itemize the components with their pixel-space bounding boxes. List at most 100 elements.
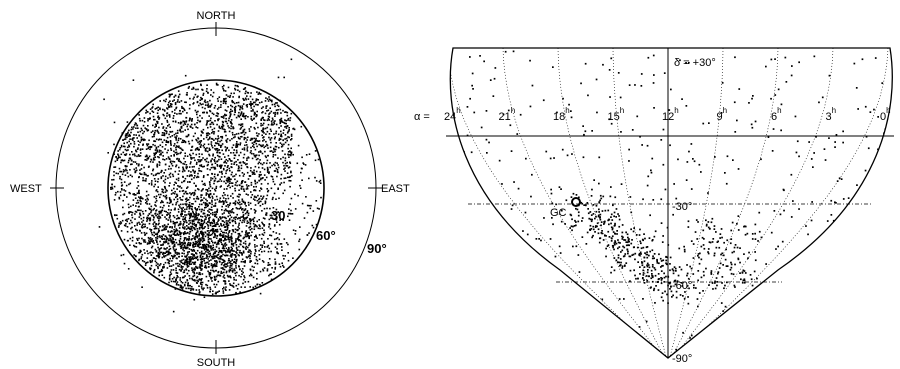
scatter-point	[124, 170, 126, 172]
scatter-point	[469, 97, 471, 100]
scatter-point	[183, 252, 185, 255]
scatter-point	[308, 232, 310, 234]
scatter-point	[690, 143, 693, 145]
scatter-point	[182, 107, 185, 109]
scatter-point	[246, 146, 249, 148]
scatter-point	[550, 188, 552, 191]
scatter-point	[250, 137, 253, 140]
scatter-point	[150, 240, 152, 242]
scatter-point	[812, 166, 814, 168]
scatter-point	[203, 221, 206, 224]
scatter-point	[196, 236, 199, 239]
scatter-point	[225, 251, 227, 254]
scatter-point	[273, 163, 275, 166]
scatter-point	[115, 214, 118, 216]
scatter-point	[162, 244, 164, 246]
scatter-point	[247, 214, 250, 216]
scatter-point	[246, 91, 249, 94]
scatter-point	[289, 185, 291, 188]
scatter-point	[133, 194, 136, 196]
scatter-point	[147, 214, 149, 217]
scatter-point	[184, 129, 186, 131]
scatter-point	[224, 242, 227, 244]
scatter-point	[223, 188, 226, 190]
scatter-point	[244, 88, 246, 90]
scatter-point	[172, 238, 174, 241]
scatter-point	[119, 175, 121, 178]
scatter-point	[234, 154, 237, 157]
scatter-point	[509, 124, 512, 127]
scatter-point	[203, 220, 206, 222]
scatter-point	[231, 254, 233, 257]
scatter-point	[190, 258, 193, 260]
scatter-point	[127, 218, 130, 220]
scatter-point	[211, 201, 213, 203]
scatter-point	[224, 114, 227, 117]
scatter-point	[635, 277, 637, 280]
scatter-point	[195, 276, 198, 279]
scatter-point	[301, 179, 303, 181]
scatter-point	[252, 108, 254, 111]
scatter-point	[268, 119, 270, 121]
scatter-point	[225, 270, 228, 273]
scatter-point	[243, 236, 245, 239]
scatter-point	[164, 187, 167, 190]
scatter-point	[241, 198, 244, 201]
scatter-point	[252, 198, 255, 200]
ra-grid-line	[674, 48, 889, 358]
scatter-point	[678, 247, 681, 250]
scatter-point	[162, 225, 164, 228]
scatter-point	[743, 281, 746, 284]
scatter-point	[286, 161, 288, 164]
scatter-point	[178, 204, 180, 207]
scatter-point	[175, 277, 178, 279]
scatter-point	[175, 145, 178, 147]
scatter-point	[229, 94, 232, 97]
scatter-point	[126, 134, 128, 137]
scatter-point	[838, 336, 840, 338]
scatter-point	[162, 267, 164, 269]
scatter-point	[256, 278, 258, 280]
scatter-point	[226, 177, 228, 180]
scatter-point	[199, 237, 201, 240]
scatter-point	[149, 237, 152, 239]
scatter-point	[157, 223, 160, 226]
scatter-point	[269, 166, 271, 169]
scatter-point	[216, 108, 219, 110]
scatter-point	[289, 162, 292, 164]
scatter-point	[196, 217, 199, 219]
scatter-point	[158, 230, 160, 232]
scatter-point	[245, 90, 247, 93]
scatter-point	[194, 217, 196, 219]
scatter-point	[175, 283, 178, 285]
scatter-point	[173, 150, 175, 153]
scatter-point	[714, 156, 716, 158]
scatter-point	[660, 198, 663, 201]
scatter-point	[651, 273, 653, 275]
scatter-point	[142, 213, 145, 215]
scatter-point	[168, 101, 170, 104]
scatter-point	[176, 135, 178, 137]
scatter-point	[164, 226, 166, 229]
scatter-point	[274, 183, 276, 186]
scatter-point	[183, 221, 186, 223]
scatter-point	[193, 250, 196, 252]
scatter-point	[568, 103, 570, 106]
scatter-point	[222, 259, 225, 261]
scatter-point	[140, 257, 142, 260]
scatter-point	[275, 208, 278, 211]
scatter-point	[231, 146, 234, 149]
scatter-point	[185, 121, 187, 123]
scatter-point	[253, 141, 255, 143]
scatter-point	[233, 250, 235, 252]
scatter-point	[258, 101, 261, 104]
scatter-point	[266, 143, 268, 146]
scatter-point	[148, 222, 151, 225]
scatter-point	[120, 153, 123, 156]
scatter-point	[625, 262, 628, 264]
scatter-point	[208, 196, 210, 198]
scatter-point	[188, 166, 191, 168]
scatter-point	[269, 146, 272, 149]
scatter-point	[165, 251, 168, 254]
scatter-point	[173, 233, 175, 235]
